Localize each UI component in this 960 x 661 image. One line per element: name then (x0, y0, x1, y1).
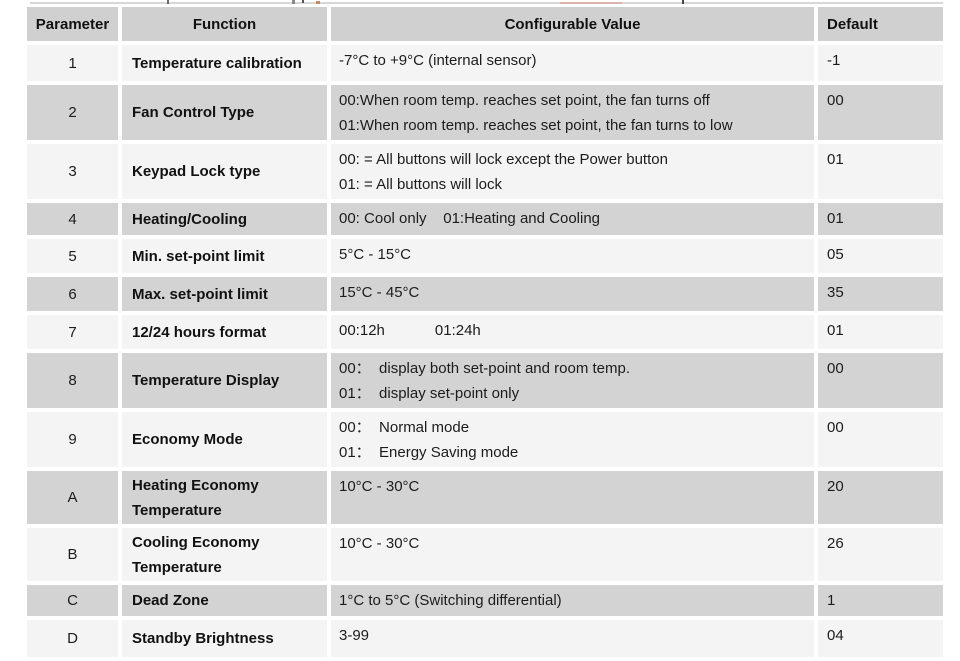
function-cell: Cooling Economy Temperature (122, 528, 327, 581)
column-header-function: Function (122, 7, 327, 41)
parameter-cell: 7 (27, 315, 118, 349)
function-cell: Temperature Display (122, 353, 327, 408)
default-cell: 00 (818, 85, 943, 140)
table-row: C Dead Zone 1°C to 5°C (Switching differen… (27, 585, 943, 616)
value-line: 00: = All buttons will lock except the P… (339, 151, 668, 168)
value-line: 00:12h 01:24h (339, 322, 481, 339)
configurable-value-cell: 5°C - 15°C (331, 239, 814, 273)
default-cell: 35 (818, 277, 943, 311)
function-cell: Min. set-point limit (122, 239, 327, 273)
parameter-settings-table: Parameter Function Configurable Value De… (23, 3, 947, 661)
parameter-cell: A (27, 471, 118, 524)
parameter-cell: 9 (27, 412, 118, 467)
function-cell: Keypad Lock type (122, 144, 327, 199)
value-line: 01: = All buttons will lock (339, 176, 503, 193)
function-cell: Heating/Cooling (122, 203, 327, 235)
value-line: 10°C - 30°C (339, 478, 420, 495)
table-row: 3 Keypad Lock type 00: = All buttons will … (27, 144, 943, 199)
default-cell: 00 (818, 412, 943, 467)
table-body: 1 Temperature calibration -7°C to +9°C (in… (27, 45, 943, 657)
column-header-parameter: Parameter (27, 7, 118, 41)
value-line: 01:When room temp. reaches set point, th… (339, 117, 733, 134)
value-line: 00： display both set-point and room temp… (339, 360, 630, 377)
text-descender-fragment (292, 0, 295, 4)
column-header-configurable-value: Configurable Value (331, 7, 814, 41)
value-line: -7°C to +9°C (internal sensor) (339, 52, 537, 69)
function-cell: 12/24 hours format (122, 315, 327, 349)
table-row: 2 Fan Control Type 00:When room temp. reac… (27, 85, 943, 140)
function-cell: Temperature calibration (122, 45, 327, 81)
configurable-value-cell: 00： display both set-point and room temp… (331, 353, 814, 408)
default-cell: 04 (818, 620, 943, 657)
function-cell: Dead Zone (122, 585, 327, 616)
value-line: 00: Cool only 01:Heating and Cooling (339, 210, 601, 227)
table-row: D Standby Brightness 3-99 04 (27, 620, 943, 657)
table-row: A Heating Economy Temperature 10°C - 30°C 2… (27, 471, 943, 524)
function-cell: Max. set-point limit (122, 277, 327, 311)
default-cell: -1 (818, 45, 943, 81)
default-cell: 20 (818, 471, 943, 524)
configurable-value-cell: 10°C - 30°C (331, 471, 814, 524)
text-descender-fragment (167, 0, 169, 4)
text-descender-fragment (316, 1, 320, 4)
parameter-cell: 8 (27, 353, 118, 408)
table-row: 9 Economy Mode 00： Normal mode 01： Energy S… (27, 412, 943, 467)
default-cell: 01 (818, 144, 943, 199)
parameter-cell: 6 (27, 277, 118, 311)
configurable-value-cell: -7°C to +9°C (internal sensor) (331, 45, 814, 81)
parameter-cell: 5 (27, 239, 118, 273)
column-header-default: Default (818, 7, 943, 41)
table-row: 6 Max. set-point limit 15°C - 45°C 35 (27, 277, 943, 311)
configurable-value-cell: 00: Cool only 01:Heating and Cooling (331, 203, 814, 235)
parameter-cell: C (27, 585, 118, 616)
configurable-value-cell: 00:When room temp. reaches set point, th… (331, 85, 814, 140)
configurable-value-cell: 1°C to 5°C (Switching differential) (331, 585, 814, 616)
parameter-cell: 1 (27, 45, 118, 81)
value-line: 1°C to 5°C (Switching differential) (339, 592, 562, 609)
value-line: 00： Normal mode (339, 419, 470, 436)
text-descender-fragment (682, 0, 684, 4)
configurable-value-cell: 00： Normal mode 01： Energy Saving mode (331, 412, 814, 467)
value-line: 01： Energy Saving mode (339, 444, 519, 461)
value-line: 15°C - 45°C (339, 284, 420, 301)
function-cell: Standby Brightness (122, 620, 327, 657)
table-row: 5 Min. set-point limit 5°C - 15°C 05 (27, 239, 943, 273)
default-cell: 01 (818, 203, 943, 235)
function-cell: Fan Control Type (122, 85, 327, 140)
default-cell: 26 (818, 528, 943, 581)
value-line: 10°C - 30°C (339, 535, 420, 552)
table-row: B Cooling Economy Temperature 10°C - 30°C 2… (27, 528, 943, 581)
horizontal-rule-fragment (30, 2, 943, 4)
function-cell: Heating Economy Temperature (122, 471, 327, 524)
default-cell: 1 (818, 585, 943, 616)
table-row: 8 Temperature Display 00： display both set… (27, 353, 943, 408)
default-cell: 01 (818, 315, 943, 349)
header-row: Parameter Function Configurable Value De… (27, 7, 943, 41)
parameter-cell: 3 (27, 144, 118, 199)
configurable-value-cell: 15°C - 45°C (331, 277, 814, 311)
parameter-cell: 4 (27, 203, 118, 235)
value-line: 5°C - 15°C (339, 246, 412, 263)
table-header: Parameter Function Configurable Value De… (27, 7, 943, 41)
document-page: Parameter Function Configurable Value De… (27, 0, 943, 657)
table-row: 4 Heating/Cooling 00: Cool only 01:Heating… (27, 203, 943, 235)
value-line: 3-99 (339, 627, 370, 644)
parameter-cell: B (27, 528, 118, 581)
default-cell: 00 (818, 353, 943, 408)
value-line: 01： display set-point only (339, 385, 520, 402)
parameter-cell: 2 (27, 85, 118, 140)
configurable-value-cell: 3-99 (331, 620, 814, 657)
text-descender-fragment (302, 0, 304, 3)
table-row: 1 Temperature calibration -7°C to +9°C (in… (27, 45, 943, 81)
function-cell: Economy Mode (122, 412, 327, 467)
text-descender-fragment (560, 2, 622, 4)
parameter-cell: D (27, 620, 118, 657)
default-cell: 05 (818, 239, 943, 273)
configurable-value-cell: 00:12h 01:24h (331, 315, 814, 349)
configurable-value-cell: 10°C - 30°C (331, 528, 814, 581)
table-row: 7 12/24 hours format 00:12h 01:24h 01 (27, 315, 943, 349)
value-line: 00:When room temp. reaches set point, th… (339, 92, 710, 109)
configurable-value-cell: 00: = All buttons will lock except the P… (331, 144, 814, 199)
